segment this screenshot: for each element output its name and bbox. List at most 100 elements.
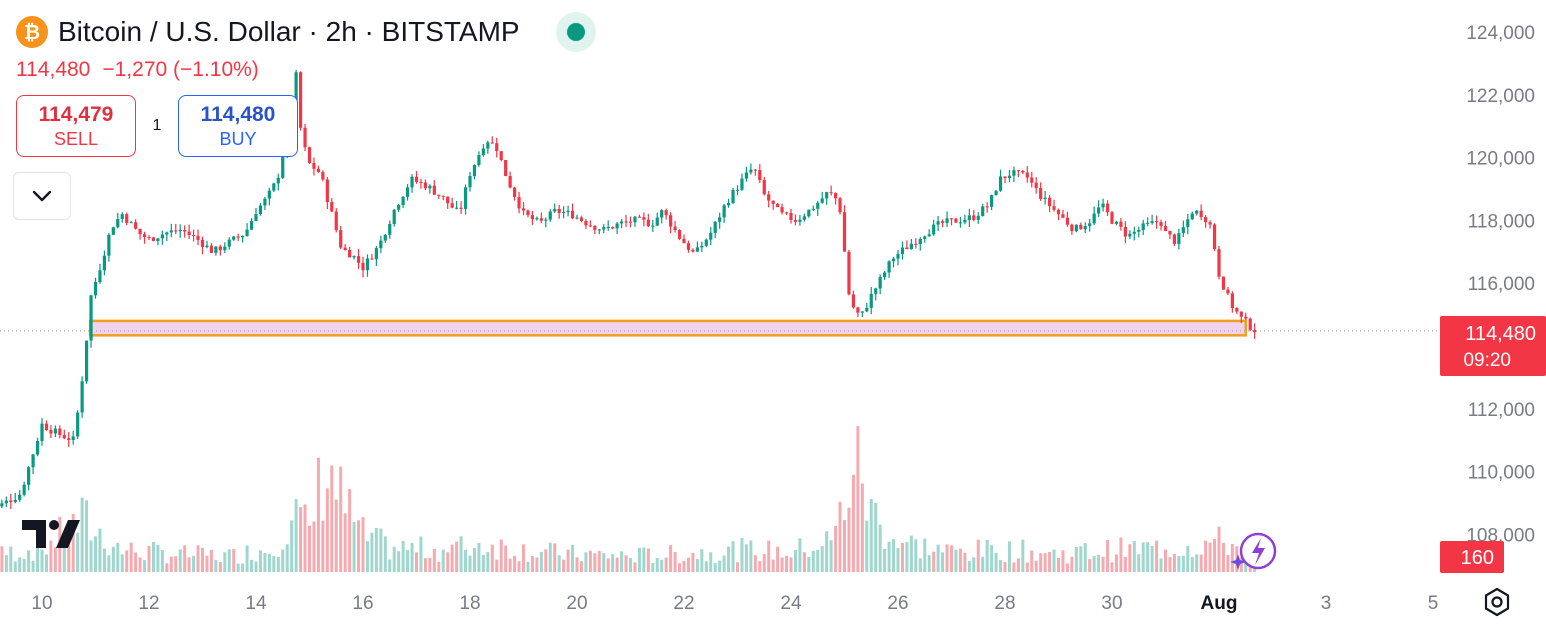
candle <box>419 178 423 189</box>
candle-body <box>383 234 387 241</box>
candle-body <box>936 221 940 225</box>
tradingview-logo-icon[interactable] <box>22 518 80 550</box>
volume-bar <box>1092 556 1096 572</box>
volume-bar <box>254 561 258 572</box>
candle <box>526 209 530 218</box>
candle-body <box>316 168 321 173</box>
candle <box>1034 177 1038 194</box>
candle-body <box>695 247 699 252</box>
volume-bar <box>727 546 731 572</box>
candle-body <box>1212 224 1217 250</box>
candle <box>276 173 280 191</box>
volume-bar <box>0 546 4 572</box>
candle <box>71 430 75 445</box>
candle <box>981 203 985 217</box>
candle <box>566 205 570 217</box>
candle <box>0 499 4 509</box>
symbol-title[interactable]: Bitcoin / U.S. Dollar · 2h · BITSTAMP <box>58 16 520 47</box>
candle-body <box>718 217 722 222</box>
candle-body <box>0 503 4 507</box>
candle <box>789 208 793 224</box>
candle <box>570 203 575 220</box>
candle <box>107 233 111 262</box>
volume-bar <box>1070 556 1074 572</box>
candle-body <box>584 221 588 226</box>
volume-bar <box>713 563 717 572</box>
volume-bar <box>1030 550 1034 572</box>
collapse-legend-button[interactable] <box>13 172 71 220</box>
market-open-dot-icon <box>566 23 585 41</box>
candle-body <box>294 72 298 104</box>
candle <box>191 229 196 242</box>
candle <box>753 168 757 176</box>
support-zone-rectangle[interactable] <box>88 319 1247 337</box>
candle-body <box>428 185 432 189</box>
candle-body <box>178 230 182 232</box>
candle <box>869 286 873 315</box>
volume-bar <box>976 539 980 572</box>
candle <box>1110 210 1114 225</box>
candle <box>1105 200 1110 216</box>
candle-body <box>312 162 316 169</box>
market-status-indicator[interactable] <box>555 12 596 52</box>
candle <box>437 194 441 200</box>
x-axis-label: 16 <box>352 593 373 614</box>
volume-bar <box>1025 562 1029 572</box>
candle-body <box>887 261 891 273</box>
candle <box>352 255 356 260</box>
ai-assistant-icon[interactable] <box>1228 530 1278 574</box>
volume-bar <box>1043 553 1047 572</box>
candle <box>481 144 485 157</box>
volume-bar <box>223 552 227 572</box>
candle <box>370 254 374 260</box>
volume-bar <box>802 552 806 572</box>
candle <box>200 236 205 255</box>
candle-body <box>789 212 793 221</box>
candle-body <box>339 230 343 248</box>
candle-body <box>700 245 704 248</box>
candle <box>35 437 40 457</box>
candle-body <box>1137 229 1141 232</box>
chart-settings-icon[interactable] <box>1480 585 1514 619</box>
candle-body <box>374 248 378 260</box>
candle <box>4 496 8 507</box>
volume-bar <box>588 550 592 572</box>
candle <box>860 311 864 318</box>
volume-bar <box>446 552 450 572</box>
candle <box>156 238 160 246</box>
volume-bar <box>1195 554 1199 572</box>
candle-body <box>307 147 312 163</box>
candle <box>232 235 236 241</box>
candle-body <box>330 202 334 212</box>
candle-body <box>1253 329 1257 333</box>
volume-bar <box>339 466 343 572</box>
candle <box>1025 166 1029 183</box>
candle <box>891 256 896 268</box>
candle <box>731 187 735 205</box>
candle <box>67 432 71 447</box>
candle-body <box>245 229 249 236</box>
volume-bar <box>383 536 387 572</box>
candle-body <box>1030 177 1034 183</box>
candle-body <box>557 208 561 213</box>
candle-body <box>1061 214 1065 218</box>
candle <box>584 219 588 229</box>
candle-body <box>686 243 691 250</box>
candle <box>249 218 254 230</box>
candle-body <box>767 194 771 201</box>
volume-bar <box>1106 540 1110 572</box>
volume-bar <box>129 542 133 572</box>
volume-bar <box>165 563 169 572</box>
candle-body <box>932 224 936 235</box>
candle <box>414 171 419 184</box>
candle-body <box>713 221 717 233</box>
candle <box>967 208 971 227</box>
sell-button[interactable]: 114,479 SELL <box>16 95 136 157</box>
volume-bar <box>178 549 182 572</box>
candle <box>865 302 869 313</box>
volume-bar <box>718 560 722 572</box>
candle-body <box>423 182 428 189</box>
volume-bar <box>811 550 815 572</box>
buy-button[interactable]: 114,480 BUY <box>178 95 298 157</box>
